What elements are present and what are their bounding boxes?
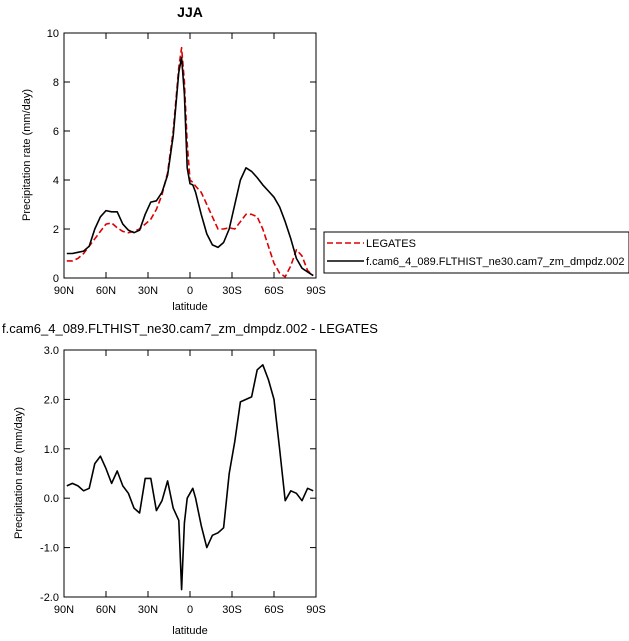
- x-tick-label: 0: [187, 285, 193, 297]
- legend: LEGATES f.cam6_4_089.FLTHIST_ne30.cam7_z…: [323, 231, 629, 274]
- y-tick-label: 0.0: [44, 493, 59, 505]
- x-tick-label: 0: [187, 604, 193, 616]
- x-tick-label: 60N: [96, 604, 116, 616]
- y-tick-label: 3.0: [44, 345, 59, 357]
- x-tick-label: 60N: [96, 285, 116, 297]
- y-tick-label: -1.0: [40, 543, 59, 555]
- top-chart-ylabel: Precipitation rate (mm/day): [21, 89, 33, 221]
- x-tick-label: 90N: [54, 604, 74, 616]
- x-tick-label: 60S: [264, 604, 284, 616]
- bottom-chart-plot-frame: [63, 349, 317, 598]
- top-chart: JJA 0 2 4 6 8 10 90N 60N 30N 0 30S 60S 90S latitude…: [21, 4, 326, 313]
- x-tick-label: 90S: [306, 604, 326, 616]
- y-tick-label: 2: [53, 224, 59, 236]
- y-tick-label: 0: [53, 273, 59, 285]
- series-line-0-1: [66, 56, 314, 277]
- y-tick-label: 8: [53, 77, 59, 89]
- y-tick-label: 6: [53, 126, 59, 138]
- y-tick-label: 10: [47, 28, 59, 40]
- bottom-chart: f.cam6_4_089.FLTHIST_ne30.cam7_zm_dmpdz.…: [2, 321, 378, 637]
- y-tick-label: -2.0: [40, 592, 59, 604]
- series-line-0-0: [66, 46, 314, 278]
- y-tick-label: 2.0: [44, 394, 59, 406]
- x-tick-label: 60S: [264, 285, 284, 297]
- legend-label-model: f.cam6_4_089.FLTHIST_ne30.cam7_zm_dmpdz.…: [366, 256, 624, 268]
- legend-label-legates: LEGATES: [366, 238, 416, 250]
- x-tick-label: 30N: [138, 604, 158, 616]
- bottom-chart-xlabel: latitude: [172, 625, 207, 637]
- series-line-1-0: [66, 363, 314, 591]
- legend-box: [323, 231, 629, 274]
- y-tick-label: 4: [53, 175, 59, 187]
- top-chart-title: JJA: [177, 4, 203, 20]
- x-tick-label: 90N: [54, 285, 74, 297]
- x-tick-label: 30N: [138, 285, 158, 297]
- x-tick-label: 90S: [306, 285, 326, 297]
- x-tick-label: 30S: [222, 285, 242, 297]
- bottom-chart-title: f.cam6_4_089.FLTHIST_ne30.cam7_zm_dmpdz.…: [2, 321, 378, 336]
- bottom-chart-ylabel: Precipitation rate (mm/day): [13, 407, 25, 539]
- top-chart-xlabel: latitude: [172, 301, 207, 313]
- y-tick-label: 1.0: [44, 444, 59, 456]
- top-chart-plot-frame: [63, 32, 317, 279]
- x-tick-label: 30S: [222, 604, 242, 616]
